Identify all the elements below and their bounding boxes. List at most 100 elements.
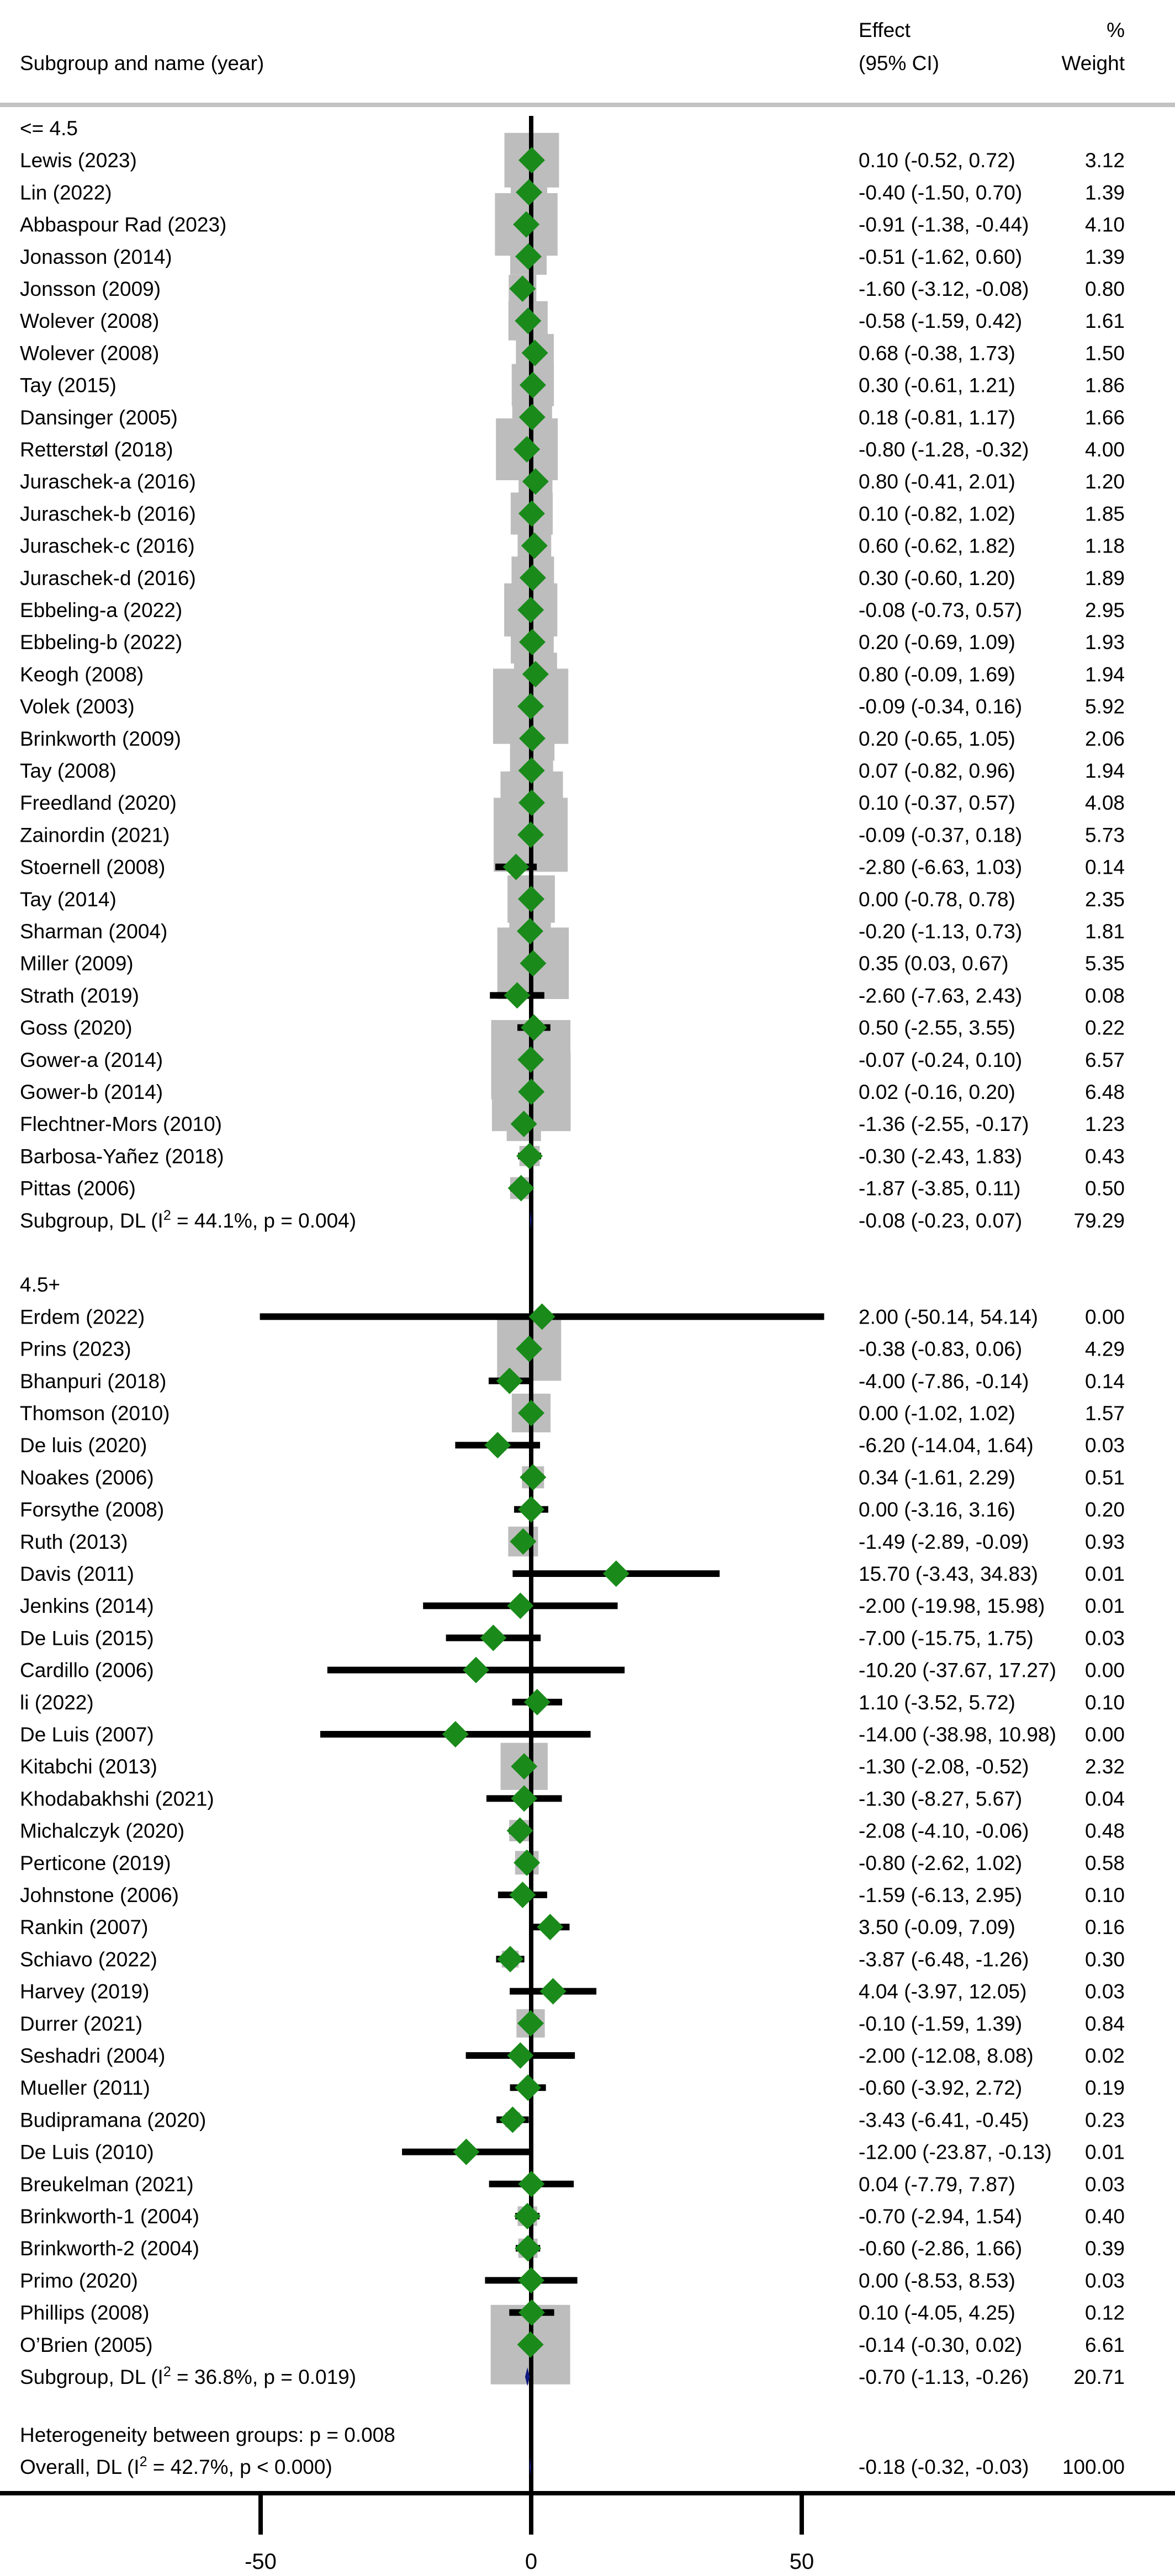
study-name: Breukelman (2021) xyxy=(20,2173,194,2196)
heterogeneity-text: Heterogeneity between groups: p = 0.008 xyxy=(20,2424,395,2446)
point-estimate xyxy=(513,211,540,238)
point-estimate xyxy=(518,2299,545,2326)
study-name: Primo (2020) xyxy=(20,2269,138,2292)
point-estimate xyxy=(518,403,546,431)
study-effect-ci: -0.14 (-0.30, 0.02) xyxy=(859,2334,1022,2356)
study-name: Johnstone (2006) xyxy=(20,1884,179,1906)
study-weight: 0.03 xyxy=(1085,1627,1125,1649)
study-name: Juraschek-a (2016) xyxy=(20,470,196,493)
point-estimate xyxy=(521,532,548,559)
overall-effect-ci: -0.18 (-0.32, -0.03) xyxy=(859,2456,1029,2478)
study-name: Jonasson (2014) xyxy=(20,246,172,268)
study-weight: 0.04 xyxy=(1085,1787,1125,1810)
point-estimate xyxy=(510,1111,537,1138)
point-estimate xyxy=(516,1143,543,1170)
study-name: Zainordin (2021) xyxy=(20,824,170,846)
study-weight: 5.73 xyxy=(1085,824,1125,846)
study-effect-ci: -1.30 (-2.08, -0.52) xyxy=(859,1755,1029,1778)
study-weight: 0.22 xyxy=(1085,1017,1125,1039)
header-weight-percent: % xyxy=(1107,19,1125,41)
study-effect-ci: 0.30 (-0.61, 1.21) xyxy=(859,374,1015,397)
study-effect-ci: 15.70 (-3.43, 34.83) xyxy=(859,1563,1038,1585)
study-name: De Luis (2010) xyxy=(20,2141,154,2164)
point-estimate xyxy=(502,853,530,880)
point-estimate xyxy=(518,885,544,912)
point-estimate xyxy=(518,757,545,784)
point-estimate xyxy=(517,2010,544,2037)
point-estimate xyxy=(516,179,543,206)
study-effect-ci: 0.20 (-0.65, 1.05) xyxy=(859,727,1015,750)
study-effect-ci: 0.10 (-0.82, 1.02) xyxy=(859,502,1015,525)
point-estimate xyxy=(497,1946,524,1973)
study-weight: 1.89 xyxy=(1085,567,1125,589)
study-weight: 0.00 xyxy=(1085,1305,1125,1328)
study-weight: 2.95 xyxy=(1085,599,1125,622)
point-estimate xyxy=(602,1560,629,1587)
study-effect-ci: -0.80 (-2.62, 1.02) xyxy=(859,1852,1022,1874)
study-name: Ebbeling-a (2022) xyxy=(20,599,182,622)
point-estimate xyxy=(517,693,544,720)
study-effect-ci: -0.60 (-3.92, 2.72) xyxy=(859,2076,1022,2099)
point-estimate xyxy=(496,1367,523,1394)
x-axis: -50 0 50 xyxy=(0,2491,1175,2574)
group-label: 4.5+ xyxy=(20,1273,60,1296)
study-name: De luis (2020) xyxy=(20,1434,147,1457)
point-estimate xyxy=(517,918,544,944)
study-weight: 0.58 xyxy=(1085,1852,1125,1874)
study-weight: 1.39 xyxy=(1085,246,1125,268)
study-weight: 0.03 xyxy=(1085,2173,1125,2196)
study-name: Goss (2020) xyxy=(20,1017,133,1039)
study-name: Khodabakhshi (2021) xyxy=(20,1787,214,1810)
subgroup-diamond xyxy=(530,1210,532,1230)
point-estimate xyxy=(509,1882,536,1908)
point-estimate xyxy=(517,597,544,623)
header-ci-label: (95% CI) xyxy=(859,52,939,75)
study-weight: 0.40 xyxy=(1085,2205,1125,2228)
study-weight: 0.00 xyxy=(1085,1723,1125,1746)
study-weight: 0.39 xyxy=(1085,2237,1125,2260)
study-effect-ci: -2.80 (-6.63, 1.03) xyxy=(859,856,1022,879)
study-effect-ci: 0.18 (-0.81, 1.17) xyxy=(859,406,1015,429)
study-name: Gower-b (2014) xyxy=(20,1081,163,1103)
study-weight: 0.20 xyxy=(1085,1499,1125,1521)
study-effect-ci: 0.00 (-0.78, 0.78) xyxy=(859,888,1015,911)
study-name: Volek (2003) xyxy=(20,695,135,718)
point-estimate xyxy=(520,1014,547,1041)
point-estimate xyxy=(516,1335,543,1362)
point-estimate xyxy=(442,1721,469,1748)
point-estimate xyxy=(514,436,541,463)
study-effect-ci: -0.30 (-2.43, 1.83) xyxy=(859,1145,1022,1167)
header-effect-label: Effect xyxy=(859,19,911,41)
study-weight: 1.94 xyxy=(1085,759,1125,782)
study-effect-ci: 0.07 (-0.82, 0.96) xyxy=(859,759,1015,782)
study-effect-ci: -0.80 (-1.28, -0.32) xyxy=(859,438,1029,461)
study-effect-ci: 0.00 (-8.53, 8.53) xyxy=(859,2269,1015,2292)
overall-diamond xyxy=(529,2457,531,2476)
study-name: Thomson (2010) xyxy=(20,1402,170,1425)
study-effect-ci: -0.09 (-0.34, 0.16) xyxy=(859,695,1022,718)
study-name: Ruth (2013) xyxy=(20,1531,128,1553)
study-weight: 0.14 xyxy=(1085,856,1125,879)
study-weight: 3.12 xyxy=(1085,149,1125,172)
study-weight: 1.39 xyxy=(1085,181,1125,204)
header-subgroup-label: Subgroup and name (year) xyxy=(20,52,264,75)
study-name: Jonsson (2009) xyxy=(20,278,161,300)
study-effect-ci: 0.60 (-0.62, 1.82) xyxy=(859,535,1015,557)
study-effect-ci: 0.80 (-0.09, 1.69) xyxy=(859,663,1015,686)
study-weight: 0.43 xyxy=(1085,1145,1125,1167)
point-estimate xyxy=(518,500,545,527)
study-effect-ci: -0.08 (-0.73, 0.57) xyxy=(859,599,1022,622)
study-name: Tay (2014) xyxy=(20,888,117,911)
point-estimate xyxy=(517,2331,544,2358)
study-name: Retterstøl (2018) xyxy=(20,438,173,461)
study-weight: 1.20 xyxy=(1085,470,1125,493)
study-weight: 0.01 xyxy=(1085,1595,1125,1617)
study-weight: 0.93 xyxy=(1085,1531,1125,1553)
point-estimate xyxy=(515,307,542,334)
point-estimate xyxy=(518,2170,545,2197)
study-weight: 4.00 xyxy=(1085,438,1125,461)
point-estimate xyxy=(519,564,546,591)
point-estimate xyxy=(518,2267,544,2294)
study-effect-ci: -0.91 (-1.38, -0.44) xyxy=(859,214,1029,236)
study-effect-ci: -1.60 (-3.12, -0.08) xyxy=(859,278,1029,300)
